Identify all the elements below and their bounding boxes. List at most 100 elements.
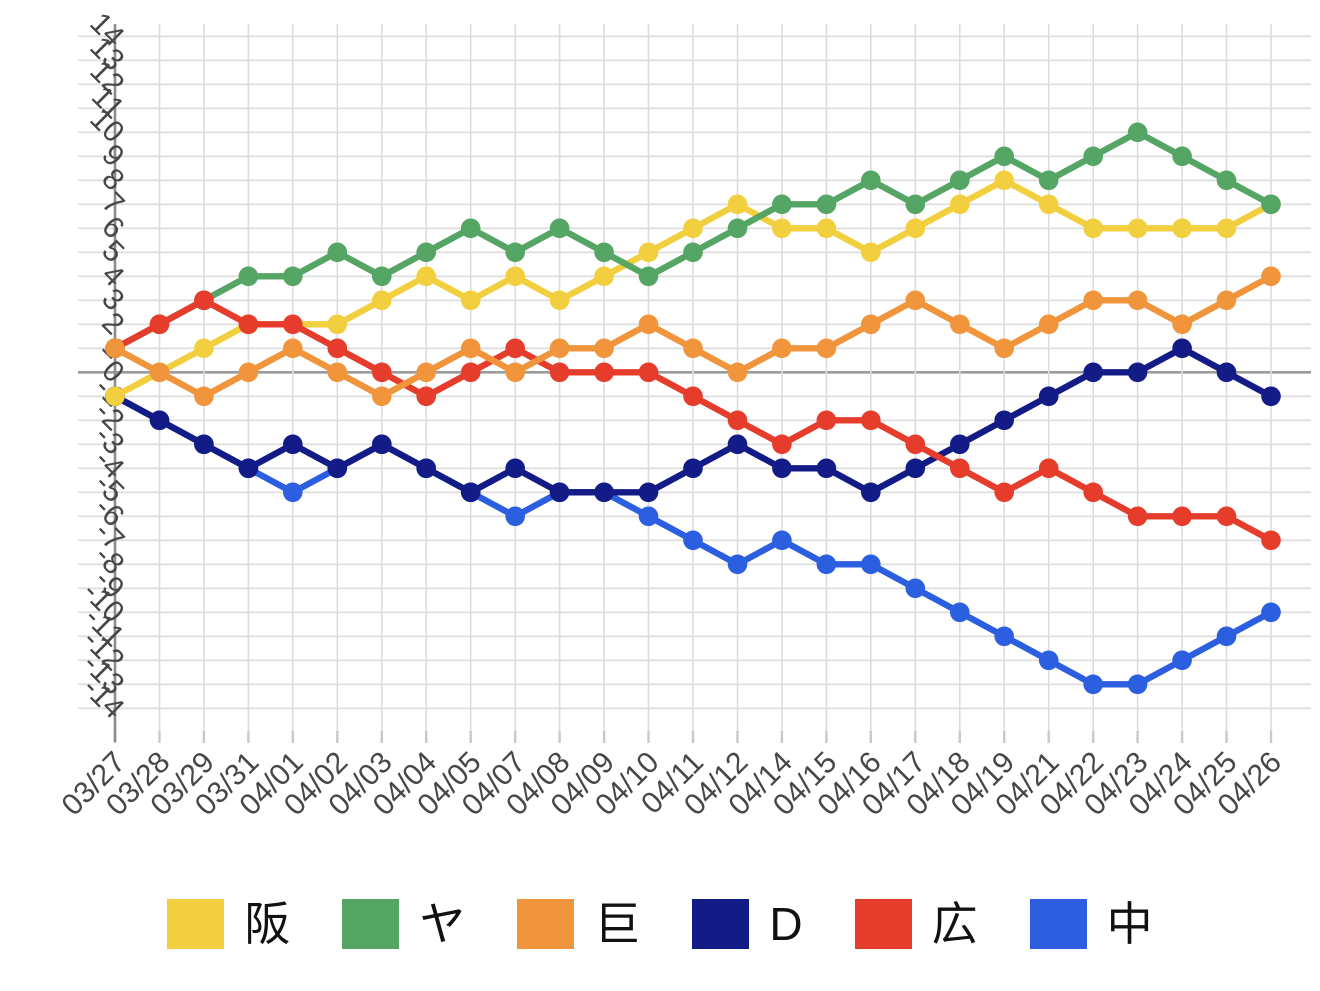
legend-item-kyojin: 巨 (517, 899, 640, 949)
data-point-中-04/16 (861, 554, 881, 575)
data-point-D-04/02 (327, 458, 348, 479)
data-point-中-04/12 (727, 554, 748, 575)
data-point-広-04/01 (283, 314, 303, 335)
data-point-阪-04/15 (816, 218, 837, 239)
data-point-ヤ-04/04 (416, 242, 437, 263)
legend-swatch-hanshin (167, 899, 225, 949)
data-point-広-04/05 (460, 362, 481, 383)
data-point-広-04/18 (950, 458, 970, 479)
data-point-広-04/16 (861, 410, 881, 431)
data-point-阪-04/08 (549, 290, 570, 311)
data-point-広-04/02 (327, 338, 348, 359)
data-point-中-04/01 (283, 482, 303, 503)
data-point-巨-04/19 (994, 338, 1014, 359)
legend-label-yakult: ヤ (419, 898, 466, 950)
data-point-巨-04/18 (950, 314, 970, 335)
data-point-D-04/21 (1038, 386, 1059, 407)
data-point-D-04/16 (861, 482, 881, 503)
data-point-ヤ-04/19 (994, 146, 1014, 167)
legend-label-chunichi: 中 (1106, 898, 1153, 950)
data-point-D-04/07 (505, 458, 525, 479)
data-point-D-04/15 (816, 458, 837, 479)
data-point-中-04/23 (1127, 674, 1148, 695)
series-D (105, 338, 1281, 503)
legend-label-hiroshima: 広 (931, 898, 978, 950)
data-point-ヤ-04/01 (283, 266, 303, 287)
data-point-広-04/22 (1083, 482, 1103, 503)
data-point-阪-04/25 (1216, 218, 1237, 239)
data-point-ヤ-04/10 (638, 266, 659, 287)
data-point-巨-04/11 (683, 338, 703, 359)
data-point-阪-04/19 (994, 170, 1014, 191)
data-point-広-04/17 (905, 434, 926, 455)
data-point-巨-04/22 (1083, 290, 1103, 311)
data-point-巨-04/05 (460, 338, 481, 359)
data-point-D-04/10 (638, 482, 659, 503)
data-point-巨-04/21 (1038, 314, 1059, 335)
data-point-広-04/07 (505, 338, 525, 359)
data-point-巨-04/25 (1216, 290, 1237, 311)
data-point-阪-03/27 (105, 386, 125, 407)
data-point-阪-03/29 (194, 338, 214, 359)
data-point-巨-04/14 (772, 338, 792, 359)
data-point-D-04/25 (1216, 362, 1237, 383)
data-point-D-04/04 (416, 458, 437, 479)
data-point-広-04/08 (549, 362, 570, 383)
data-point-巨-03/28 (149, 362, 170, 383)
data-point-広-04/26 (1261, 530, 1281, 551)
data-point-ヤ-04/18 (950, 170, 970, 191)
series-広 (105, 290, 1281, 551)
data-point-巨-04/01 (283, 338, 303, 359)
data-point-D-04/09 (594, 482, 614, 503)
legend-swatch-dena (692, 899, 750, 949)
data-point-D-04/14 (772, 458, 792, 479)
data-point-中-04/10 (638, 506, 659, 527)
data-point-D-04/23 (1127, 362, 1148, 383)
data-point-ヤ-03/31 (238, 266, 259, 287)
data-point-巨-04/15 (816, 338, 837, 359)
legend-item-chunichi: 中 (1029, 898, 1153, 950)
data-point-巨-04/17 (905, 290, 926, 311)
x-tick-marks (113, 731, 1273, 743)
data-point-巨-03/29 (194, 386, 214, 407)
data-point-中-04/19 (994, 626, 1014, 647)
data-point-広-04/11 (683, 386, 703, 407)
data-point-巨-04/16 (861, 314, 881, 335)
data-point-阪-04/22 (1083, 218, 1103, 239)
data-point-ヤ-04/22 (1083, 146, 1103, 167)
data-point-広-04/19 (994, 482, 1014, 503)
data-point-広-04/10 (638, 362, 659, 383)
data-point-広-03/29 (194, 290, 214, 311)
data-point-広-04/09 (594, 362, 614, 383)
data-point-巨-03/27 (105, 338, 125, 359)
data-point-ヤ-04/21 (1038, 170, 1059, 191)
data-point-中-04/14 (772, 530, 792, 551)
data-point-巨-04/08 (549, 338, 570, 359)
legend-label-hanshin: 阪 (244, 898, 291, 950)
data-point-ヤ-04/03 (372, 266, 392, 287)
data-point-巨-04/24 (1172, 314, 1192, 335)
data-point-D-04/26 (1261, 386, 1281, 407)
data-point-ヤ-04/23 (1127, 122, 1148, 143)
data-point-D-03/31 (238, 458, 259, 479)
data-point-中-04/24 (1172, 650, 1192, 671)
data-point-ヤ-04/26 (1261, 194, 1281, 215)
standings-line-chart: -14-13-12-11-10-9-8-7-6-5-4-3-2-10123456… (56, 6, 1311, 822)
data-point-広-04/23 (1127, 506, 1148, 527)
data-point-中-04/17 (905, 578, 926, 599)
data-point-ヤ-04/17 (905, 194, 926, 215)
data-point-広-04/15 (816, 410, 837, 431)
data-point-広-03/31 (238, 314, 259, 335)
data-point-広-04/04 (416, 386, 437, 407)
data-point-ヤ-04/09 (594, 242, 614, 263)
data-point-巨-04/09 (594, 338, 614, 359)
legend-item-hanshin: 阪 (167, 899, 290, 949)
data-point-阪-04/16 (861, 242, 881, 263)
data-point-巨-04/07 (505, 362, 525, 383)
data-point-阪-04/09 (594, 266, 614, 287)
data-point-D-04/12 (727, 434, 748, 455)
data-point-中-04/07 (505, 506, 525, 527)
data-point-ヤ-04/11 (683, 242, 703, 263)
data-point-阪-04/11 (683, 218, 703, 239)
